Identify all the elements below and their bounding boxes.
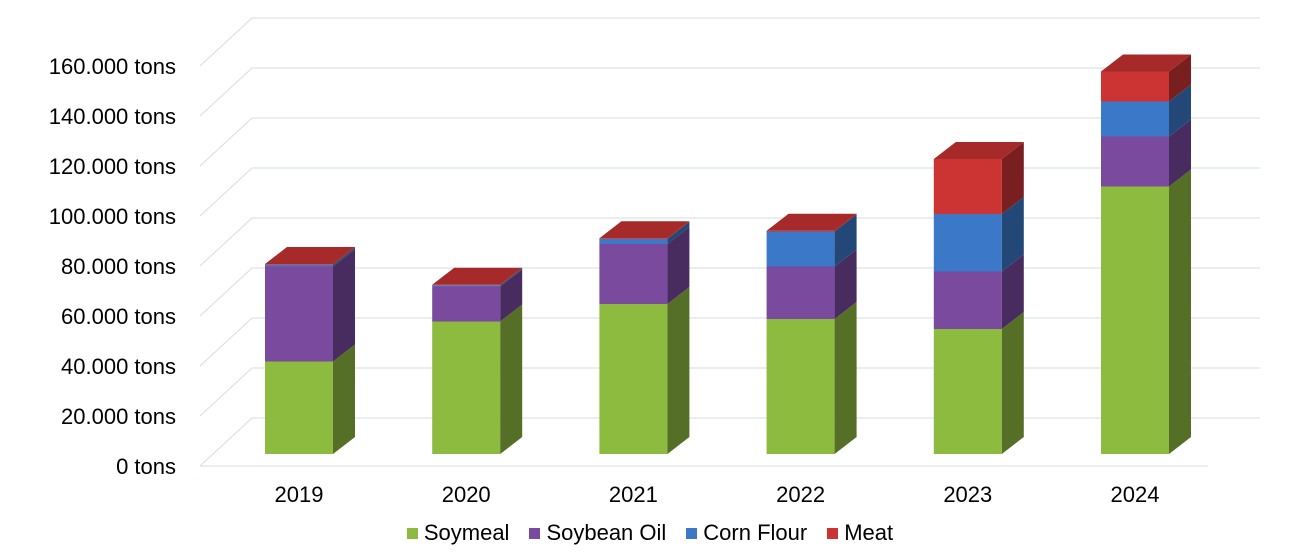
bar-segment-meat-2022: [766, 213, 857, 232]
bar-top-2022: [766, 213, 857, 231]
bar-segment-soybean-oil-2023: [933, 254, 1024, 329]
bar-segment-corn-flour-2022: [766, 214, 857, 267]
y-tick-label: 140.000 tons: [49, 104, 176, 129]
x-axis: 2019 2020 2021 2022 2023 2024: [275, 482, 1160, 507]
bar-segment-corn-flour-2024: [1101, 84, 1191, 137]
bar-segment-meat-2021: [599, 221, 690, 239]
x-tick-label: 2021: [609, 482, 658, 507]
x-tick-label: 2019: [275, 482, 324, 507]
bar-segment-soymeal-2023: [933, 312, 1024, 454]
bar-segment-meat-2023: [933, 142, 1024, 214]
bar-segment-corn-flour-2019: [265, 247, 355, 267]
legend-label: Corn Flour: [703, 520, 808, 545]
y-tick-label: 120.000 tons: [49, 154, 176, 179]
bar-top-2024: [1101, 54, 1191, 72]
bar-segment-corn-flour-2023: [933, 197, 1024, 272]
bar-top-2023: [933, 142, 1024, 159]
legend-item-corn-flour: Corn Flour: [686, 520, 807, 546]
bar-segment-soybean-oil-2024: [1101, 119, 1191, 187]
bar-segment-soymeal-2022: [766, 302, 857, 454]
x-tick-label: 2020: [442, 482, 491, 507]
bar-segment-soybean-oil-2020: [432, 269, 523, 322]
bar-segment-soybean-oil-2021: [599, 227, 690, 304]
legend-swatch: [827, 527, 839, 539]
legend-item-meat: Meat: [827, 520, 893, 546]
gridline: [199, 117, 1260, 167]
y-axis: 0 tons 20.000 tons 40.000 tons 60.000 tons 8…: [49, 54, 176, 479]
legend-swatch: [406, 527, 418, 539]
bar-top-2021: [599, 221, 690, 239]
bars: [265, 54, 1191, 454]
legend-label: Soymeal: [423, 520, 510, 545]
y-tick-label: 160.000 tons: [49, 54, 176, 79]
y-tick-label: 100.000 tons: [49, 204, 176, 229]
bar-segment-soymeal-2020: [432, 304, 523, 454]
y-tick-label: 60.000 tons: [61, 304, 176, 329]
bar-top-2020: [432, 267, 523, 285]
bar-segment-meat-2019: [265, 247, 355, 265]
gridline: [199, 17, 1260, 67]
gridlines: [199, 17, 1260, 467]
gridline: [199, 367, 1260, 417]
legend: Soymeal Soybean Oil Corn Flour Meat: [0, 516, 1300, 550]
gridline: [199, 167, 1260, 217]
legend-label: Meat: [844, 520, 894, 545]
bar-top-2019: [265, 247, 355, 264]
bar-segment-meat-2024: [1101, 54, 1191, 102]
bar-segment-corn-flour-2020: [432, 268, 523, 287]
gridline: [199, 417, 1260, 467]
x-tick-label: 2022: [776, 482, 825, 507]
y-tick-label: 80.000 tons: [61, 254, 176, 279]
gridline: [199, 267, 1260, 317]
y-tick-label: 20.000 tons: [61, 404, 176, 429]
y-tick-label: 0 tons: [116, 454, 176, 479]
x-tick-label: 2023: [943, 482, 992, 507]
legend-item-soymeal: Soymeal: [406, 520, 510, 546]
bar-segment-soymeal-2021: [599, 287, 690, 454]
legend-swatch: [529, 527, 541, 539]
bar-segment-soymeal-2024: [1101, 169, 1191, 454]
bar-segment-meat-2020: [432, 267, 523, 286]
legend-item-soybean-oil: Soybean Oil: [529, 520, 666, 546]
y-tick-label: 40.000 tons: [61, 354, 176, 379]
gridline: [199, 67, 1260, 117]
gridline: [199, 317, 1260, 367]
bar-segment-soymeal-2019: [265, 344, 355, 454]
gridline: [199, 217, 1260, 267]
bar-segment-soybean-oil-2022: [766, 249, 857, 319]
bar-segment-soybean-oil-2019: [265, 249, 355, 362]
bar-segment-corn-flour-2021: [599, 222, 690, 244]
x-tick-label: 2024: [1111, 482, 1160, 507]
legend-label: Soybean Oil: [546, 520, 667, 545]
legend-swatch: [686, 527, 698, 539]
